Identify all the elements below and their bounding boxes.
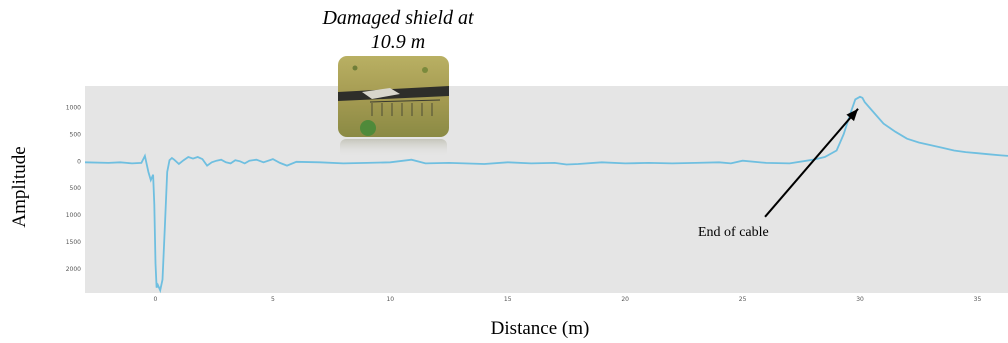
x-axis-title: Distance (m) (491, 318, 590, 339)
y-tick-label: 1000 (66, 212, 81, 219)
x-tick-label: 35 (974, 296, 982, 303)
callout-line-1: Damaged shield at (321, 7, 474, 29)
end-of-cable-arrowhead (846, 108, 859, 122)
x-tick-label: 5 (271, 296, 275, 303)
x-tick-label: 25 (739, 296, 747, 303)
plot-area (85, 86, 1008, 293)
series-line (84, 95, 1008, 294)
y-tick-label: 2000 (66, 266, 81, 273)
x-tick-label: 0 (154, 296, 158, 303)
y-tick-labels: 1000 500 0 500 1000 1500 2000 (66, 105, 81, 273)
y-tick-label: 1500 (66, 239, 81, 246)
y-tick-label: 1000 (66, 105, 81, 112)
end-of-cable-arrow (764, 108, 859, 218)
damaged-cable-photo (338, 56, 449, 157)
y-tick-label: 500 (70, 131, 82, 138)
x-tick-label: 20 (621, 296, 629, 303)
x-tick-labels: 0 5 10 15 20 25 30 35 (154, 296, 982, 303)
end-of-cable-label: End of cable (698, 225, 769, 240)
callout-line-2: 10.9 m (371, 31, 425, 53)
y-axis-title: Amplitude (9, 146, 30, 227)
x-tick-label: 15 (504, 296, 512, 303)
x-tick-label: 10 (386, 296, 394, 303)
y-tick-label: 0 (77, 158, 81, 165)
x-tick-label: 30 (856, 296, 864, 303)
y-tick-label: 500 (70, 185, 82, 192)
